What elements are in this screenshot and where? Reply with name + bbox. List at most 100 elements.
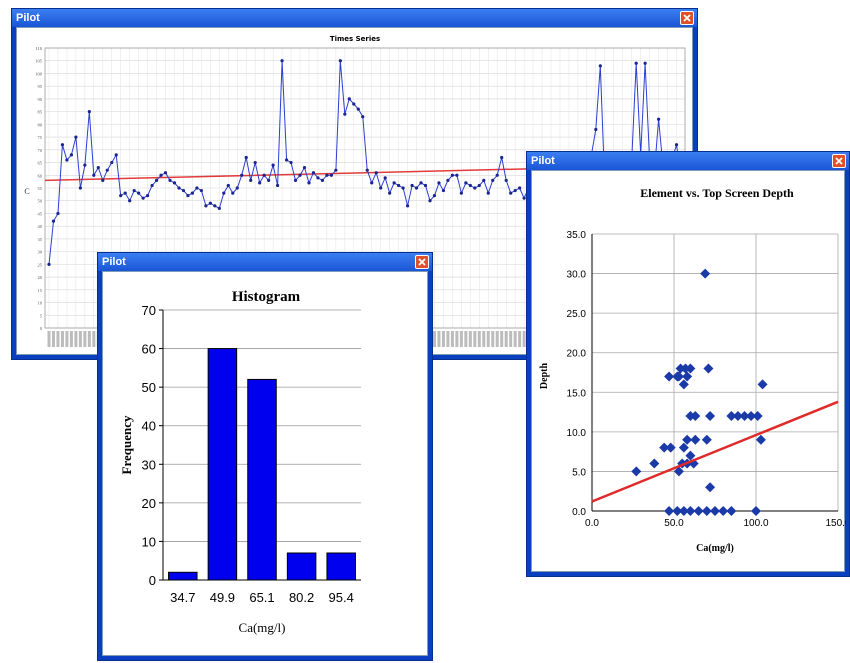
y-tick-label: 15.0 — [567, 388, 587, 399]
data-point — [693, 506, 704, 516]
data-point — [690, 434, 701, 445]
y-tick-label: 105 — [35, 59, 43, 64]
data-point — [392, 181, 396, 185]
y-tick-label: 110 — [35, 46, 42, 51]
data-point — [325, 173, 329, 177]
data-point — [383, 176, 387, 180]
histogram-bar — [326, 552, 356, 581]
data-point — [477, 183, 481, 188]
histogram-bar — [168, 571, 198, 581]
data-point — [701, 434, 712, 445]
x-tick-label — [486, 331, 490, 347]
scatter-client: Element vs. Top Screen Depth 0.0 5.0 10.0 15… — [531, 170, 850, 572]
y-tick-label: 30 — [142, 457, 156, 472]
data-point — [280, 59, 284, 63]
chart-title: Histogram — [232, 289, 301, 305]
data-point — [464, 181, 468, 185]
data-point — [414, 186, 419, 190]
x-tick-label — [78, 331, 82, 347]
data-point — [132, 188, 136, 193]
x-tick-label — [477, 331, 481, 347]
data-point — [338, 59, 342, 63]
window-title: Pilot — [102, 256, 126, 268]
window-title: Pilot — [531, 155, 555, 167]
chart-title: Times Series — [330, 35, 380, 43]
data-point — [703, 363, 714, 374]
x-tick-label — [69, 331, 73, 347]
data-point — [486, 191, 490, 195]
histogram-bar — [207, 348, 238, 581]
data-point — [347, 97, 351, 101]
x-tick-label — [51, 331, 55, 347]
close-icon — [835, 157, 843, 165]
x-tick-label: 80.2 — [289, 590, 314, 605]
data-point — [678, 506, 689, 516]
data-point — [437, 181, 441, 185]
x-axis-label: Ca(mg/l) — [696, 543, 734, 554]
data-point — [258, 181, 262, 185]
timeseries-titlebar[interactable]: Pilot — [12, 9, 697, 27]
data-point — [379, 186, 383, 190]
data-point — [685, 450, 696, 461]
data-point — [356, 107, 360, 111]
data-point — [649, 458, 660, 469]
close-icon — [418, 258, 426, 266]
close-button[interactable] — [832, 154, 846, 168]
x-tick-label — [468, 331, 472, 347]
data-point — [513, 188, 517, 193]
data-point — [718, 506, 729, 516]
data-point — [643, 61, 647, 65]
data-point — [253, 160, 257, 165]
close-button[interactable] — [680, 11, 694, 25]
data-point — [329, 173, 333, 177]
data-point — [249, 178, 253, 182]
histogram-titlebar[interactable]: Pilot — [98, 253, 432, 271]
data-point — [217, 206, 221, 210]
data-point — [682, 371, 693, 382]
data-point — [755, 434, 766, 445]
data-point — [262, 173, 266, 177]
data-point — [244, 155, 248, 160]
data-point — [168, 178, 172, 182]
y-axis-label: Frequency — [119, 415, 134, 474]
x-tick-label — [441, 331, 445, 347]
data-point — [432, 194, 437, 198]
data-point — [302, 166, 307, 170]
data-point — [105, 168, 109, 172]
y-tick-label: 70 — [38, 148, 43, 153]
data-point — [163, 171, 168, 175]
data-point — [74, 135, 78, 139]
data-point — [172, 181, 177, 185]
data-point — [316, 176, 320, 180]
y-tick-label: 75 — [38, 135, 43, 140]
data-point — [482, 178, 486, 182]
data-point — [137, 191, 141, 195]
data-point — [500, 155, 504, 160]
y-tick-label: 15 — [38, 288, 43, 293]
data-point — [710, 506, 720, 516]
data-point — [423, 183, 428, 188]
data-point — [495, 173, 499, 177]
close-button[interactable] — [415, 255, 429, 269]
y-tick-label: 50 — [142, 380, 156, 395]
data-point — [751, 506, 761, 516]
y-tick-label: 90 — [38, 97, 43, 102]
data-point — [682, 434, 693, 445]
y-tick-label: 0 — [40, 326, 43, 331]
data-point — [83, 163, 87, 167]
x-tick-label: 150.0 — [825, 518, 846, 529]
data-point — [284, 158, 289, 162]
y-axis-label: C — [24, 187, 29, 196]
x-tick-label — [491, 331, 495, 347]
data-point — [51, 219, 56, 223]
y-tick-label: 45 — [38, 211, 43, 216]
data-point — [757, 379, 768, 390]
y-tick-label: 35 — [38, 237, 43, 242]
data-point — [154, 178, 159, 182]
x-tick-label — [500, 331, 504, 347]
x-tick-label: 95.4 — [329, 590, 354, 605]
data-point — [473, 186, 477, 190]
data-point — [78, 186, 82, 190]
x-tick-label — [74, 331, 78, 347]
scatter-titlebar[interactable]: Pilot — [527, 152, 849, 170]
